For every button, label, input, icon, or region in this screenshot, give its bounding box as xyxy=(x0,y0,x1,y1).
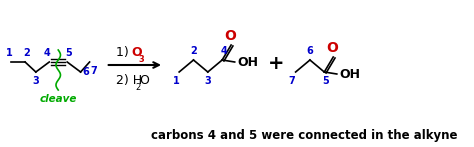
Text: 6: 6 xyxy=(307,46,313,56)
Text: +: + xyxy=(268,54,284,72)
Text: 4: 4 xyxy=(220,46,228,56)
Text: 5: 5 xyxy=(323,76,329,86)
Text: O: O xyxy=(327,41,338,55)
Text: OH: OH xyxy=(339,67,361,81)
Text: 1: 1 xyxy=(173,76,180,86)
Text: 1: 1 xyxy=(6,48,12,58)
Text: OH: OH xyxy=(237,56,258,69)
Text: 2: 2 xyxy=(24,48,30,58)
Text: 3: 3 xyxy=(204,76,211,86)
Text: 5: 5 xyxy=(65,48,73,58)
Text: 3: 3 xyxy=(139,55,145,64)
Text: 7: 7 xyxy=(91,66,98,76)
Text: O: O xyxy=(224,29,236,43)
Text: 6: 6 xyxy=(82,67,90,77)
Text: 2: 2 xyxy=(190,46,197,56)
Text: 2) H: 2) H xyxy=(117,74,143,86)
Text: O: O xyxy=(132,46,142,59)
Text: 1): 1) xyxy=(117,46,133,59)
Text: 2: 2 xyxy=(135,83,140,92)
Text: 4: 4 xyxy=(44,48,51,58)
Text: 3: 3 xyxy=(32,76,39,86)
Text: O: O xyxy=(140,74,150,86)
Text: carbons 4 and 5 were connected in the alkyne: carbons 4 and 5 were connected in the al… xyxy=(151,128,458,142)
Text: 7: 7 xyxy=(289,76,295,86)
Text: cleave: cleave xyxy=(39,94,77,104)
